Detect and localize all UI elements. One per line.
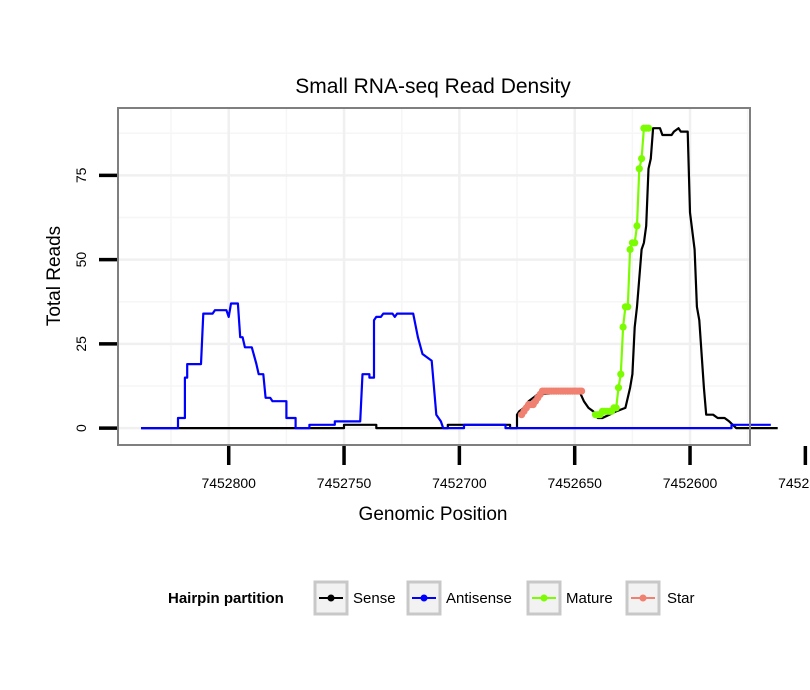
x-tick-label: 7452700 [432,475,487,491]
legend-point-mature [540,594,548,602]
x-tick-label: 7452650 [547,475,602,491]
chart-title: Small RNA-seq Read Density [295,75,571,98]
legend-item-mature: Mature [526,580,613,616]
series-point-mature [638,155,646,163]
legend-point-antisense [420,594,428,602]
x-axis-title: Genomic Position [359,504,508,525]
legend-item-antisense: Antisense [406,580,512,616]
legend-item-star: Star [625,580,695,616]
series-line-antisense [141,302,771,430]
y-axis-title: Total Reads [44,226,65,326]
x-tick-label: 7452750 [317,475,372,491]
legend-item-sense: Sense [313,580,396,616]
plot-border [117,107,751,446]
y-tick-label: 50 [73,252,89,268]
series-point-mature [617,370,625,378]
x-axis: 7452800 7452750 7452700 7452650 7452600 74525… [201,446,810,491]
x-tick-label: 7452600 [663,475,718,491]
series-point-mature [635,165,643,173]
y-tick-label: 75 [73,167,89,183]
series-layer [141,124,778,430]
y-tick-label: 25 [73,336,89,352]
series-point-mature [619,323,627,331]
legend-label-antisense: Antisense [446,590,512,607]
legend-label-mature: Mature [566,590,613,607]
series-point-mature [614,384,623,392]
series-point-star [578,387,586,395]
series-point-mature [624,303,632,311]
legend-title: Hairpin partition [168,590,284,607]
series-point-mature [644,124,653,132]
x-tick-label: 7452550 [778,475,810,491]
legend: Hairpin partition Sense Antisense Mature… [168,580,695,616]
legend-point-sense [327,594,335,602]
series-point-mature [631,239,639,247]
series-point-mature [612,404,620,412]
y-tick-label: 0 [73,424,89,432]
legend-point-star [639,594,647,602]
y-axis: 0 25 50 75 [73,167,117,432]
legend-label-star: Star [667,590,695,607]
x-tick-label: 7452800 [201,475,256,491]
legend-label-sense: Sense [353,590,396,607]
series-point-mature [633,222,641,230]
series-point-mature [626,245,634,254]
